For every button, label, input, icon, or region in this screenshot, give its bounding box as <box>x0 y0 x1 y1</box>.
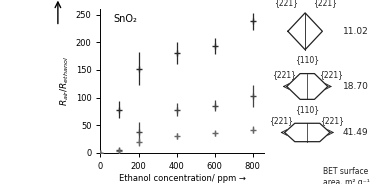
Text: {221}: {221} <box>312 0 337 7</box>
Text: {110}: {110} <box>295 55 319 64</box>
Text: {221}: {221} <box>274 0 298 7</box>
Y-axis label: $R_{air}/R_{ethanol}$: $R_{air}/R_{ethanol}$ <box>59 56 71 106</box>
Text: {110}: {110} <box>295 105 319 114</box>
Text: 18.70: 18.70 <box>343 82 369 91</box>
Text: {221}: {221} <box>320 116 344 125</box>
Text: SnO₂: SnO₂ <box>113 13 137 24</box>
Text: {221}: {221} <box>319 70 343 79</box>
X-axis label: Ethanol concentration/ ppm →: Ethanol concentration/ ppm → <box>119 174 246 183</box>
Text: BET surface
area, m² g⁻¹: BET surface area, m² g⁻¹ <box>324 167 370 184</box>
Text: 41.49: 41.49 <box>343 128 369 137</box>
Text: 11.02: 11.02 <box>343 27 369 36</box>
Text: {221}: {221} <box>269 116 294 125</box>
Text: {221}: {221} <box>272 70 295 79</box>
